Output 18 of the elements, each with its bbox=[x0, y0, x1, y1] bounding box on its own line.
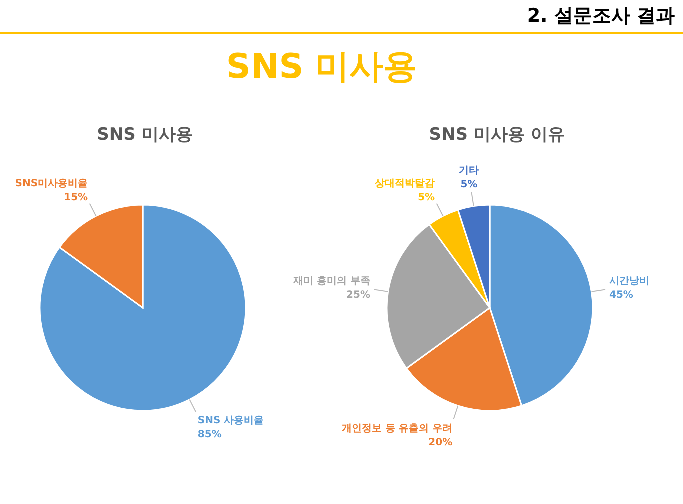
slice-label: SNS 사용비율 bbox=[198, 416, 264, 427]
data-label: 15% bbox=[64, 192, 88, 204]
slice-label: 상대적박탈감 bbox=[375, 178, 436, 190]
data-label: 85% bbox=[198, 430, 222, 441]
chart-title: SNS 미사용 bbox=[97, 125, 193, 145]
slice-label: SNS미사용비율 bbox=[15, 178, 88, 190]
slice-label: 개인정보 등 유출의 우려 bbox=[342, 423, 453, 434]
chart-title: SNS 미사용 이유 bbox=[429, 125, 565, 145]
slice-label: 시간낭비 bbox=[610, 276, 650, 288]
data-label: 20% bbox=[428, 437, 453, 448]
text: 2. 설문조사 결과 bbox=[527, 5, 675, 27]
text: SNS 미사용 bbox=[226, 47, 418, 87]
data-label: 5% bbox=[418, 192, 436, 204]
data-label: 25% bbox=[346, 290, 370, 302]
slice-label: 재미 흥미의 부족 bbox=[292, 276, 370, 288]
slice-label: 기타 bbox=[459, 166, 480, 177]
data-label: 45% bbox=[610, 290, 634, 302]
data-label: 5% bbox=[460, 180, 478, 191]
